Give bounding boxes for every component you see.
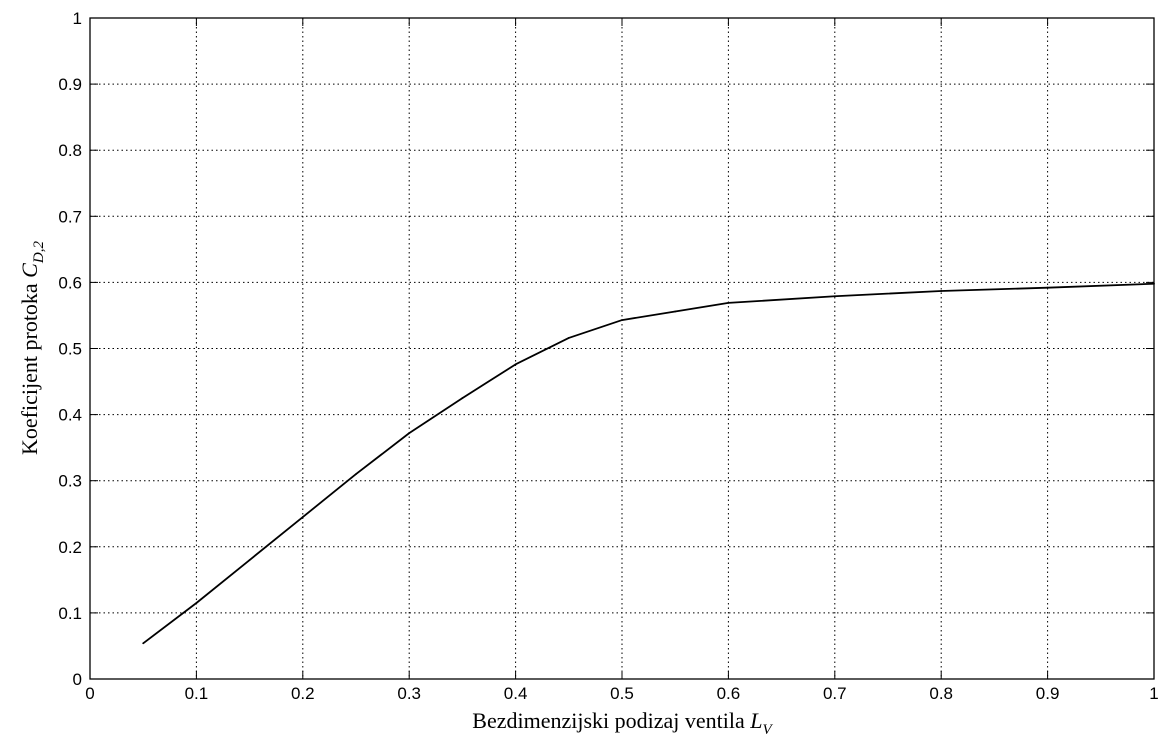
x-tick-label: 0.3 xyxy=(397,684,421,703)
y-axis-label: Koeficijent protoka CD,2 xyxy=(17,241,47,455)
data-point xyxy=(940,290,943,292)
x-tick-label: 0.7 xyxy=(823,684,847,703)
x-tick-label: 0.8 xyxy=(929,684,953,703)
y-tick-label: 0.3 xyxy=(58,472,82,491)
y-tick-label: 0.6 xyxy=(58,273,82,292)
x-tick-label: 1 xyxy=(1149,684,1158,703)
data-point xyxy=(833,295,836,298)
y-tick-label: 0 xyxy=(73,670,82,689)
data-point xyxy=(355,473,357,475)
x-axis-label-symbol: L xyxy=(749,708,762,733)
data-point xyxy=(301,516,304,518)
x-tick-label: 0.5 xyxy=(610,684,634,703)
y-tick-label: 0.7 xyxy=(58,207,82,226)
data-point xyxy=(461,397,464,399)
data-point xyxy=(142,642,145,645)
y-tick-label: 0.5 xyxy=(58,340,82,359)
data-point xyxy=(567,337,570,339)
y-tick-label: 1 xyxy=(73,9,82,28)
y-axis-label-text: Koeficijent protoka xyxy=(17,278,42,455)
y-axis-label-symbol: C xyxy=(17,263,42,278)
x-axis-label-subscript: V xyxy=(763,722,774,738)
plot-frame xyxy=(89,17,1155,680)
x-tick-label: 0.2 xyxy=(291,684,315,703)
data-point xyxy=(621,319,623,321)
x-tick-label: 0.4 xyxy=(504,684,528,703)
x-tick-label: 0.6 xyxy=(717,684,741,703)
tick-marks xyxy=(89,17,1155,680)
grid xyxy=(90,18,1154,679)
data-point xyxy=(514,363,517,366)
x-axis-label: Bezdimenzijski podizaj ventila LV xyxy=(472,708,773,738)
x-tick-label: 0.9 xyxy=(1036,684,1060,703)
y-tick-label: 0.8 xyxy=(58,141,82,160)
series-group xyxy=(142,282,1155,645)
data-point xyxy=(1153,282,1155,285)
data-point xyxy=(195,602,198,604)
data-point xyxy=(727,301,730,304)
y-tick-label: 0.4 xyxy=(58,406,82,425)
data-point xyxy=(248,559,251,561)
y-tick-label: 0.9 xyxy=(58,75,82,94)
x-tick-label: 0.1 xyxy=(185,684,209,703)
x-axis-label-text: Bezdimenzijski podizaj ventila xyxy=(472,708,750,733)
data-point xyxy=(674,310,677,313)
series-line-0 xyxy=(142,282,1155,645)
data-point xyxy=(408,432,411,435)
x-tick-label: 0 xyxy=(85,684,94,703)
y-tick-labels: 0 0.1 0.2 0.3 0.4 0.5 0.6 0.7 0.8 0.9 1 xyxy=(58,9,82,689)
x-tick-labels: 0 0.1 0.2 0.3 0.4 0.5 0.6 0.7 0.8 0.9 1 xyxy=(85,684,1158,703)
data-point xyxy=(1046,286,1049,289)
y-axis-label-subscript: D,2 xyxy=(31,241,47,265)
y-tick-label: 0.1 xyxy=(58,604,82,623)
y-tick-label: 0.2 xyxy=(58,538,82,557)
